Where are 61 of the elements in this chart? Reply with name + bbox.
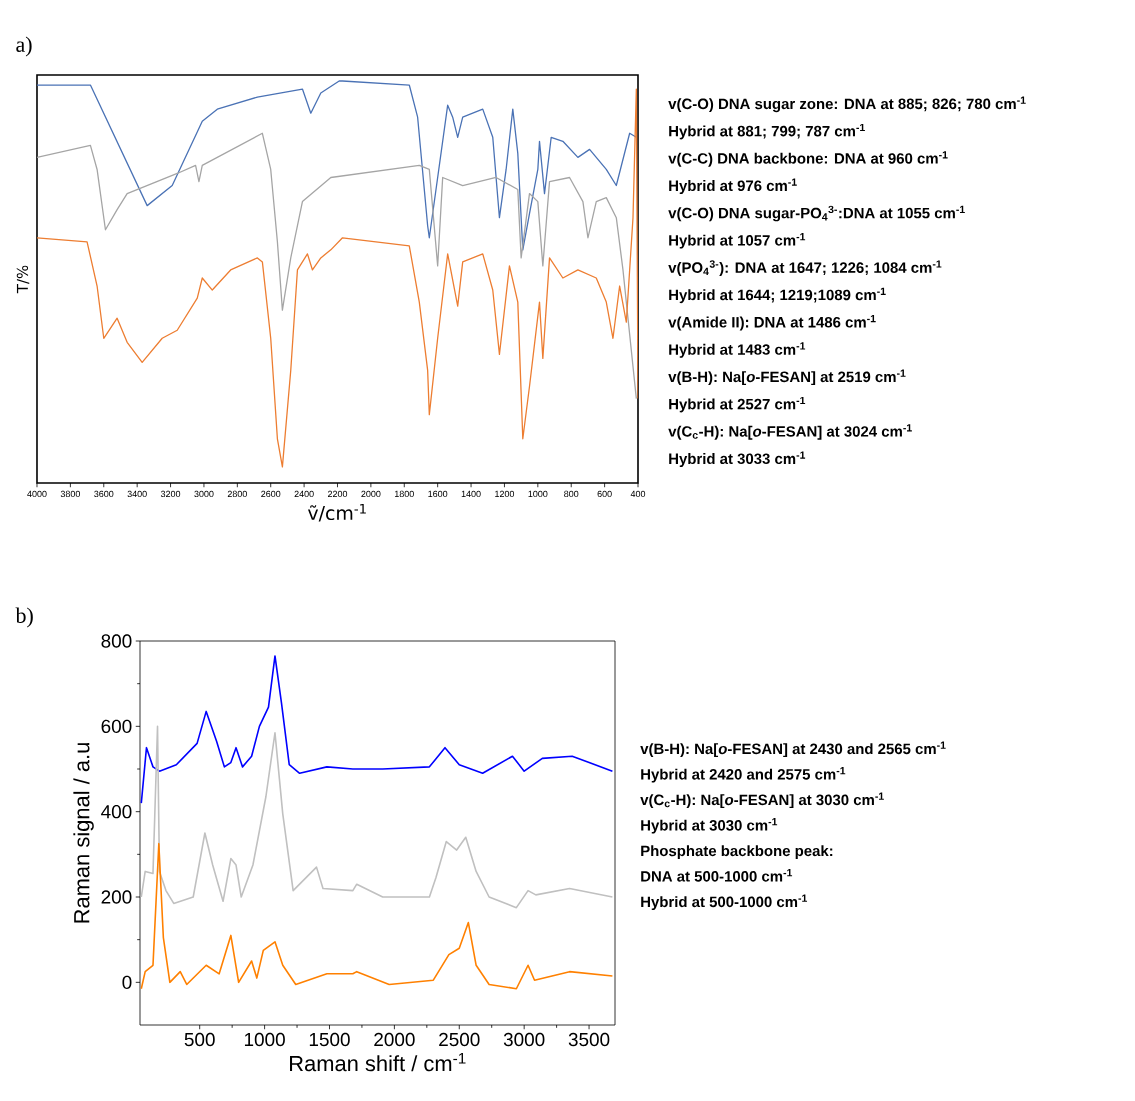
text: v(C-C) DNA backbone: DNA at 960 cm$^{-1}$	[668, 151, 948, 167]
x-tick-label: 1000	[528, 490, 548, 498]
x-tick-label: 3400	[127, 490, 147, 498]
line-series	[140, 655, 614, 804]
x-tick-label: 2500	[439, 1032, 480, 1047]
x-tick-label: 1600	[428, 490, 448, 498]
y-tick-label: 0	[122, 975, 132, 990]
text: v(PO$_{4}$$^{3-}$): DNA at 1647; 1226; 1084 cm$^{-1}$	[668, 260, 942, 276]
text: v(C$_{c}$-H): Na[o-FESAN] at 3030 cm$^{-1}$	[640, 792, 884, 809]
text: v(Amide II): DNA at 1486 cm$^{-1}$	[668, 315, 876, 331]
x-tick-label: 3600	[94, 490, 114, 498]
y-axis-title: Raman signal / a.u	[73, 743, 94, 923]
x-tick-label: 1800	[394, 490, 414, 498]
y-tick-label: 400	[101, 804, 132, 819]
x-tick-label: 3000	[503, 1032, 545, 1047]
text: Phosphate backbone peak:	[641, 845, 833, 860]
x-tick-label: 2000	[361, 490, 381, 498]
x-axis-title: Raman shift / cm$^{-1}$	[290, 1053, 466, 1072]
x-tick-label: 2400	[294, 490, 314, 498]
text: Hybrid at 881; 799; 787 cm$^{-1}$	[669, 123, 865, 140]
x-tick-label: 3000	[194, 490, 214, 498]
text: v(C-O) DNA sugar zone: DNA at 885; 826; 780 cm$^{-1}$	[668, 96, 1026, 113]
x-tick-label: 2600	[261, 490, 281, 498]
x-tick-label: 1400	[461, 490, 481, 498]
text: Hybrid at 1644; 1219;1089 cm$^{-1}$	[669, 287, 886, 304]
text: Hybrid at 1057 cm$^{-1}$	[669, 233, 806, 249]
text: Hybrid at 3033 cm$^{-1}$	[669, 451, 806, 467]
y-tick-label: 800	[101, 634, 132, 648]
x-tick-label: 400	[630, 490, 646, 498]
x-tick-label: 3200	[160, 490, 181, 498]
line-series	[140, 842, 614, 990]
x-tick-label: 800	[564, 490, 579, 498]
text: DNA at 500-1000 cm$^{-1}$	[641, 869, 793, 882]
text: v(B-H): Na[o-FESAN] at 2519 cm$^{-1}$	[668, 369, 906, 386]
text: Hybrid at 2420 and 2575 cm$^{-1}$	[641, 767, 846, 783]
x-tick-label: 3800	[60, 490, 80, 498]
text: Hybrid at 1483 cm$^{-1}$	[669, 342, 806, 358]
x-tick-label: 2200	[327, 490, 348, 498]
x-tick-label: 2000	[374, 1032, 415, 1047]
x-tick-label: 500	[184, 1032, 215, 1047]
y-tick-label: 600	[101, 719, 132, 734]
x-tick-label: 1000	[244, 1032, 285, 1047]
text: v(C-O) DNA sugar-PO$_{4}$$^{3-}$:DNA at 1055 cm$^{-1}$	[668, 205, 965, 222]
x-tick-label: 3500	[568, 1032, 610, 1047]
chart-title: b)	[15, 607, 33, 628]
x-tick-label: 2800	[227, 490, 247, 498]
x-tick-label: 1500	[309, 1032, 350, 1047]
text: v(B-H): Na[o-FESAN] at 2430 and 2565 cm$^{-1}$	[640, 741, 946, 758]
x-tick-label: 600	[597, 490, 612, 498]
text: Hybrid at 976 cm$^{-1}$	[669, 178, 797, 194]
y-axis-title: T/%	[16, 265, 30, 294]
text: Hybrid at 3030 cm$^{-1}$	[641, 818, 778, 834]
text: Hybrid at 500-1000 cm$^{-1}$	[641, 894, 808, 911]
x-axis-title: ṽ/cm$^{-1}$	[307, 503, 366, 522]
chart-title: a)	[16, 36, 32, 57]
x-tick-label: 1200	[495, 490, 515, 498]
y-tick-label: 200	[101, 890, 132, 904]
text: v(C$_{c}$-H): Na[o-FESAN] at 3024 cm$^{-1}$	[668, 424, 912, 440]
x-tick-label: 4000	[27, 490, 47, 498]
text: Hybrid at 2527 cm$^{-1}$	[669, 396, 806, 413]
line-series	[140, 725, 614, 909]
